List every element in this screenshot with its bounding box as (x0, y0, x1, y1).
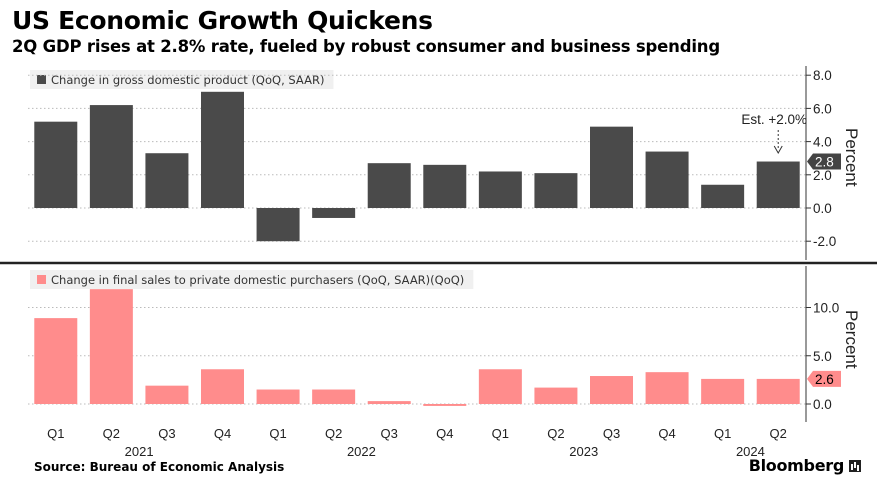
gdp-value-tag (807, 153, 841, 170)
sales-value-tag-label: 2.6 (815, 372, 834, 387)
sales-legend-bg (30, 270, 474, 289)
gdp-bar (201, 91, 244, 208)
sales-bar (590, 376, 633, 404)
gdp-bar (34, 121, 78, 208)
sales-legend: Change in final sales to private domesti… (30, 270, 474, 289)
gdp-bar (312, 208, 356, 218)
x-year-label: 2022 (347, 444, 376, 459)
x-tick-label: Q2 (103, 426, 120, 441)
sales-bar (367, 401, 411, 404)
gdp-bar (89, 105, 133, 208)
gdp-bar (534, 173, 578, 208)
gdp-legend-bg (30, 70, 334, 89)
x-tick-label: Q1 (269, 426, 286, 441)
gdp-tick-label: 4.0 (813, 135, 832, 150)
x-tick-label: Q2 (770, 426, 787, 441)
x-tick-label: Q1 (714, 426, 731, 441)
sales-bar (89, 289, 133, 404)
gdp-tick-label: 2.0 (813, 168, 832, 183)
gdp-legend: Change in gross domestic product (QoQ, S… (30, 70, 334, 89)
x-tick-label: Q1 (47, 426, 64, 441)
chart-title: US Economic Growth Quickens (12, 6, 433, 35)
gdp-tick-label: 6.0 (813, 101, 832, 116)
sales-ylabel: Percent (842, 310, 861, 369)
sales-bar (534, 387, 578, 404)
sales-legend-label: Change in final sales to private domesti… (51, 273, 464, 287)
x-tick-label: Q3 (381, 426, 398, 441)
gdp-tick-label: 8.0 (813, 68, 832, 83)
x-year-label: 2021 (125, 444, 154, 459)
x-tick-label: Q2 (325, 426, 342, 441)
sales-bar (701, 378, 745, 404)
x-tick-label: Q4 (214, 426, 231, 441)
sales-bar (478, 369, 522, 404)
sales-bar (34, 318, 78, 404)
x-tick-label: Q3 (603, 426, 620, 441)
sales-bar (756, 378, 800, 404)
sales-legend-swatch (37, 275, 46, 284)
annotation-arrow-head (773, 145, 783, 155)
estimate-annotation: Est. +2.0% (741, 112, 807, 127)
sales-tick-label: 0.0 (813, 397, 832, 412)
gdp-bar (756, 161, 800, 208)
gdp-bar (590, 126, 633, 208)
gdp-bar (256, 208, 300, 242)
x-tick-label: Q4 (436, 426, 453, 441)
sales-bar (312, 389, 356, 404)
gdp-tick-label: -2.0 (813, 234, 836, 249)
gdp-bar (645, 151, 689, 208)
x-tick-label: Q1 (492, 426, 509, 441)
sales-value-tag (807, 370, 841, 387)
gdp-bar (423, 164, 467, 208)
sales-tick-label: 10.0 (813, 301, 839, 316)
bloomberg-logo: Bloomberg (749, 456, 861, 475)
sales-bar (145, 385, 189, 404)
sales-tick-label: 5.0 (813, 349, 832, 364)
chart-subtitle: 2Q GDP rises at 2.8% rate, fueled by rob… (12, 37, 720, 56)
bloomberg-icon (849, 459, 861, 472)
source-note: Source: Bureau of Economic Analysis (34, 460, 285, 474)
x-year-label: 2024 (736, 444, 765, 459)
sales-bar (645, 372, 689, 404)
gdp-bar (367, 163, 411, 208)
gdp-ylabel: Percent (842, 128, 861, 187)
sales-bar (201, 369, 244, 404)
x-year-label: 2023 (569, 444, 598, 459)
gdp-bar (478, 171, 522, 208)
gdp-value-tag-label: 2.8 (815, 155, 834, 170)
gdp-legend-label: Change in gross domestic product (QoQ, S… (51, 73, 324, 87)
sales-bar (256, 389, 300, 404)
gdp-legend-swatch (37, 75, 46, 84)
gdp-bar (145, 153, 189, 208)
gdp-bar (701, 184, 745, 208)
gdp-tick-label: 0.0 (813, 201, 832, 216)
x-tick-label: Q4 (658, 426, 675, 441)
x-tick-label: Q2 (547, 426, 564, 441)
sales-bar (423, 404, 467, 406)
brand-name: Bloomberg (748, 456, 845, 475)
x-tick-label: Q3 (158, 426, 175, 441)
